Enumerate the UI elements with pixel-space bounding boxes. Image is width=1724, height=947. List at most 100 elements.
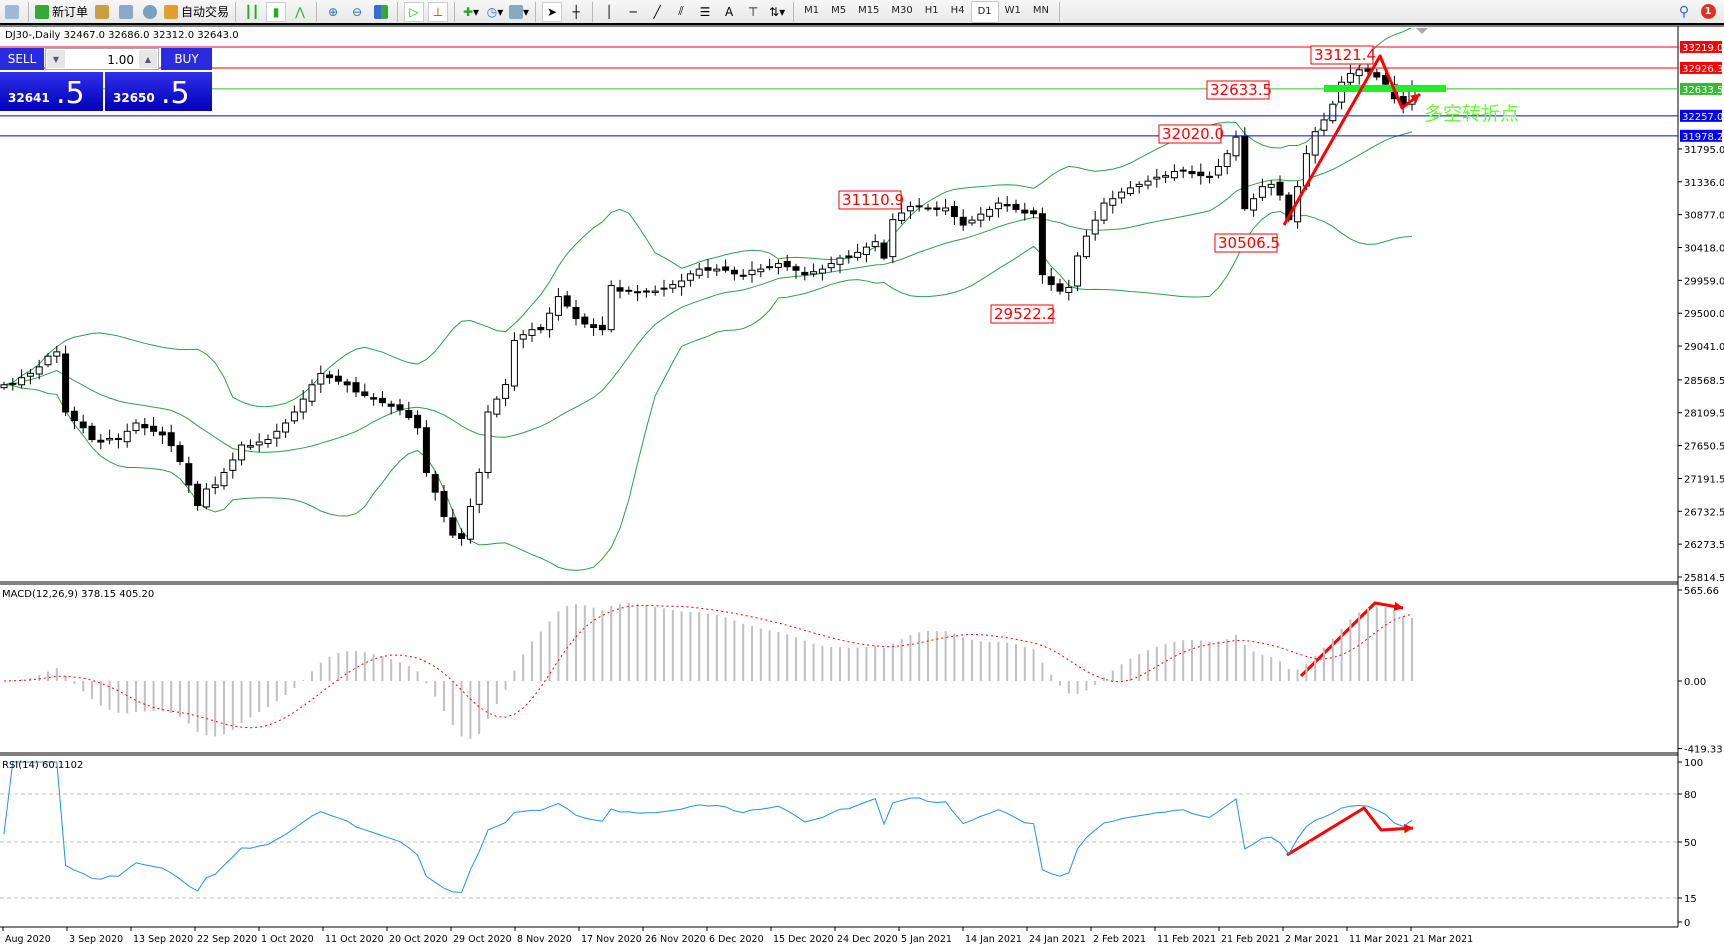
tile-windows-button[interactable] (371, 2, 391, 22)
candle-body (334, 375, 342, 382)
zoom-out-button[interactable]: ⊖ (347, 2, 367, 22)
sell-button[interactable]: SELL (0, 48, 44, 70)
candle (1135, 181, 1143, 194)
price-line-tag (1680, 129, 1722, 142)
macd-axis-label: -419.33 (1684, 744, 1723, 755)
candle-body (1047, 276, 1055, 286)
candle-body (730, 269, 738, 275)
pivot-annotation: 多空转折点 (1424, 103, 1519, 125)
candle-body (713, 268, 721, 272)
price-label-text: 29522.2 (994, 305, 1056, 323)
chart-shift-button[interactable]: ⊥ (428, 1, 449, 22)
timeframe-h4[interactable]: H4 (950, 5, 965, 16)
candle-body (326, 374, 334, 379)
candle-body (669, 284, 677, 289)
cursor-button[interactable]: ➤ (542, 1, 563, 22)
price-tick-label: 26273.5 (1684, 540, 1724, 551)
candle-body (1373, 72, 1381, 78)
date-label: 1 Oct 2020 (261, 934, 314, 945)
signals-button[interactable] (140, 2, 160, 22)
crosshair-button[interactable]: ┼ (566, 2, 586, 22)
templates-button[interactable]: ▾ (509, 2, 529, 22)
candle-body (194, 483, 202, 506)
date-label: 24 Jan 2021 (1029, 934, 1086, 945)
candle (1197, 163, 1205, 185)
timeframe-mn[interactable]: MN (1032, 5, 1049, 16)
candle-body (229, 459, 237, 471)
date-label: 21 Mar 2021 (1413, 934, 1473, 945)
timeframe-m15[interactable]: M15 (858, 5, 880, 16)
search-button[interactable]: ⚲ (1674, 2, 1694, 22)
timeframe-h1[interactable]: H1 (924, 5, 939, 16)
candle-body (1329, 103, 1337, 122)
auto-trading-label: 自动交易 (181, 5, 230, 19)
candle (924, 204, 932, 212)
text-label-button[interactable]: ⊤ (743, 2, 763, 22)
lot-decrease-button[interactable]: ▼ (47, 50, 65, 68)
arrows-button[interactable]: ⇅ ▾ (769, 4, 786, 19)
trendline-button[interactable]: ╱ (647, 2, 667, 22)
candle (414, 410, 422, 435)
candle (1091, 210, 1099, 241)
rsi-axis-label: 100 (1684, 758, 1703, 769)
candle-body (827, 263, 835, 269)
candle (202, 483, 210, 510)
timeframe-w1[interactable]: W1 (1004, 5, 1021, 16)
timeframe-m1[interactable]: M1 (804, 5, 820, 16)
periods-button[interactable]: ◷ ▾ (486, 4, 504, 19)
auto-trading-button[interactable]: 自动交易 (164, 2, 229, 22)
date-label: Aug 2020 (5, 934, 51, 945)
candle (106, 429, 114, 445)
buy-price[interactable]: 32650 .5 (105, 72, 212, 111)
candle-body (62, 353, 70, 413)
new-order-button[interactable]: 新订单 (35, 2, 88, 22)
candle-body (994, 202, 1002, 210)
text-button[interactable]: A (719, 2, 739, 22)
equidistant-channel-button[interactable]: ⫽ (671, 2, 691, 22)
candle-body (854, 251, 862, 258)
lot-size-field[interactable]: ▼ 1.00 ▲ (45, 48, 159, 70)
buy-button[interactable]: BUY (161, 48, 212, 70)
rsi-axis-label: 15 (1684, 894, 1697, 905)
timeframe-m30[interactable]: M30 (891, 5, 913, 16)
candle-body (158, 431, 166, 436)
candle (977, 207, 985, 228)
date-label: 21 Feb 2021 (1221, 934, 1280, 945)
price-line-tag (1680, 82, 1722, 95)
candle (827, 256, 835, 273)
timeframe-m5[interactable]: M5 (831, 5, 847, 16)
profiles-button[interactable] (2, 2, 22, 22)
fibonacci-button[interactable]: ☰ (695, 2, 715, 22)
timeframe-d1[interactable]: D1 (970, 0, 999, 23)
candle (607, 280, 615, 333)
sell-price[interactable]: 32641 .5 (0, 72, 103, 111)
notifications-button[interactable]: 1 (1698, 2, 1718, 22)
terminal-button[interactable] (116, 2, 136, 22)
indicators-button[interactable]: ✚ ▾ (462, 4, 480, 19)
bar-chart-button[interactable]: ┃┃ (242, 2, 262, 22)
candlestick-icon: ▮ (272, 4, 280, 19)
candle-body (1223, 153, 1231, 167)
horizontal-line-button[interactable]: ─ (623, 2, 643, 22)
pivot-zone-bar (1324, 85, 1446, 92)
candle (484, 405, 492, 479)
candle (502, 378, 510, 407)
candle (1030, 207, 1038, 219)
candle (431, 470, 439, 501)
candle-body (1311, 131, 1319, 156)
toolbar: 新订单 自动交易 ┃┃ ▮ ⋀ ⊕ ⊖ ▷ ⊥ ✚ ▾ ◷ ▾ ▾ ➤ ┼ │ ─ … (0, 0, 1724, 25)
candlestick-button[interactable]: ▮ (266, 1, 287, 22)
candle-body (783, 260, 791, 268)
candle (1074, 252, 1082, 292)
auto-scroll-button[interactable]: ▷ (404, 1, 425, 22)
line-chart-button[interactable]: ⋀ (290, 2, 310, 22)
date-label: 5 Jan 2021 (901, 934, 952, 945)
candle (880, 239, 888, 261)
chart-shift-marker (1416, 28, 1428, 34)
candle-body (414, 414, 422, 429)
vertical-line-button[interactable]: │ (599, 2, 619, 22)
zoom-in-button[interactable]: ⊕ (323, 2, 343, 22)
lot-increase-button[interactable]: ▲ (139, 50, 157, 68)
metaeditor-button[interactable] (92, 2, 112, 22)
